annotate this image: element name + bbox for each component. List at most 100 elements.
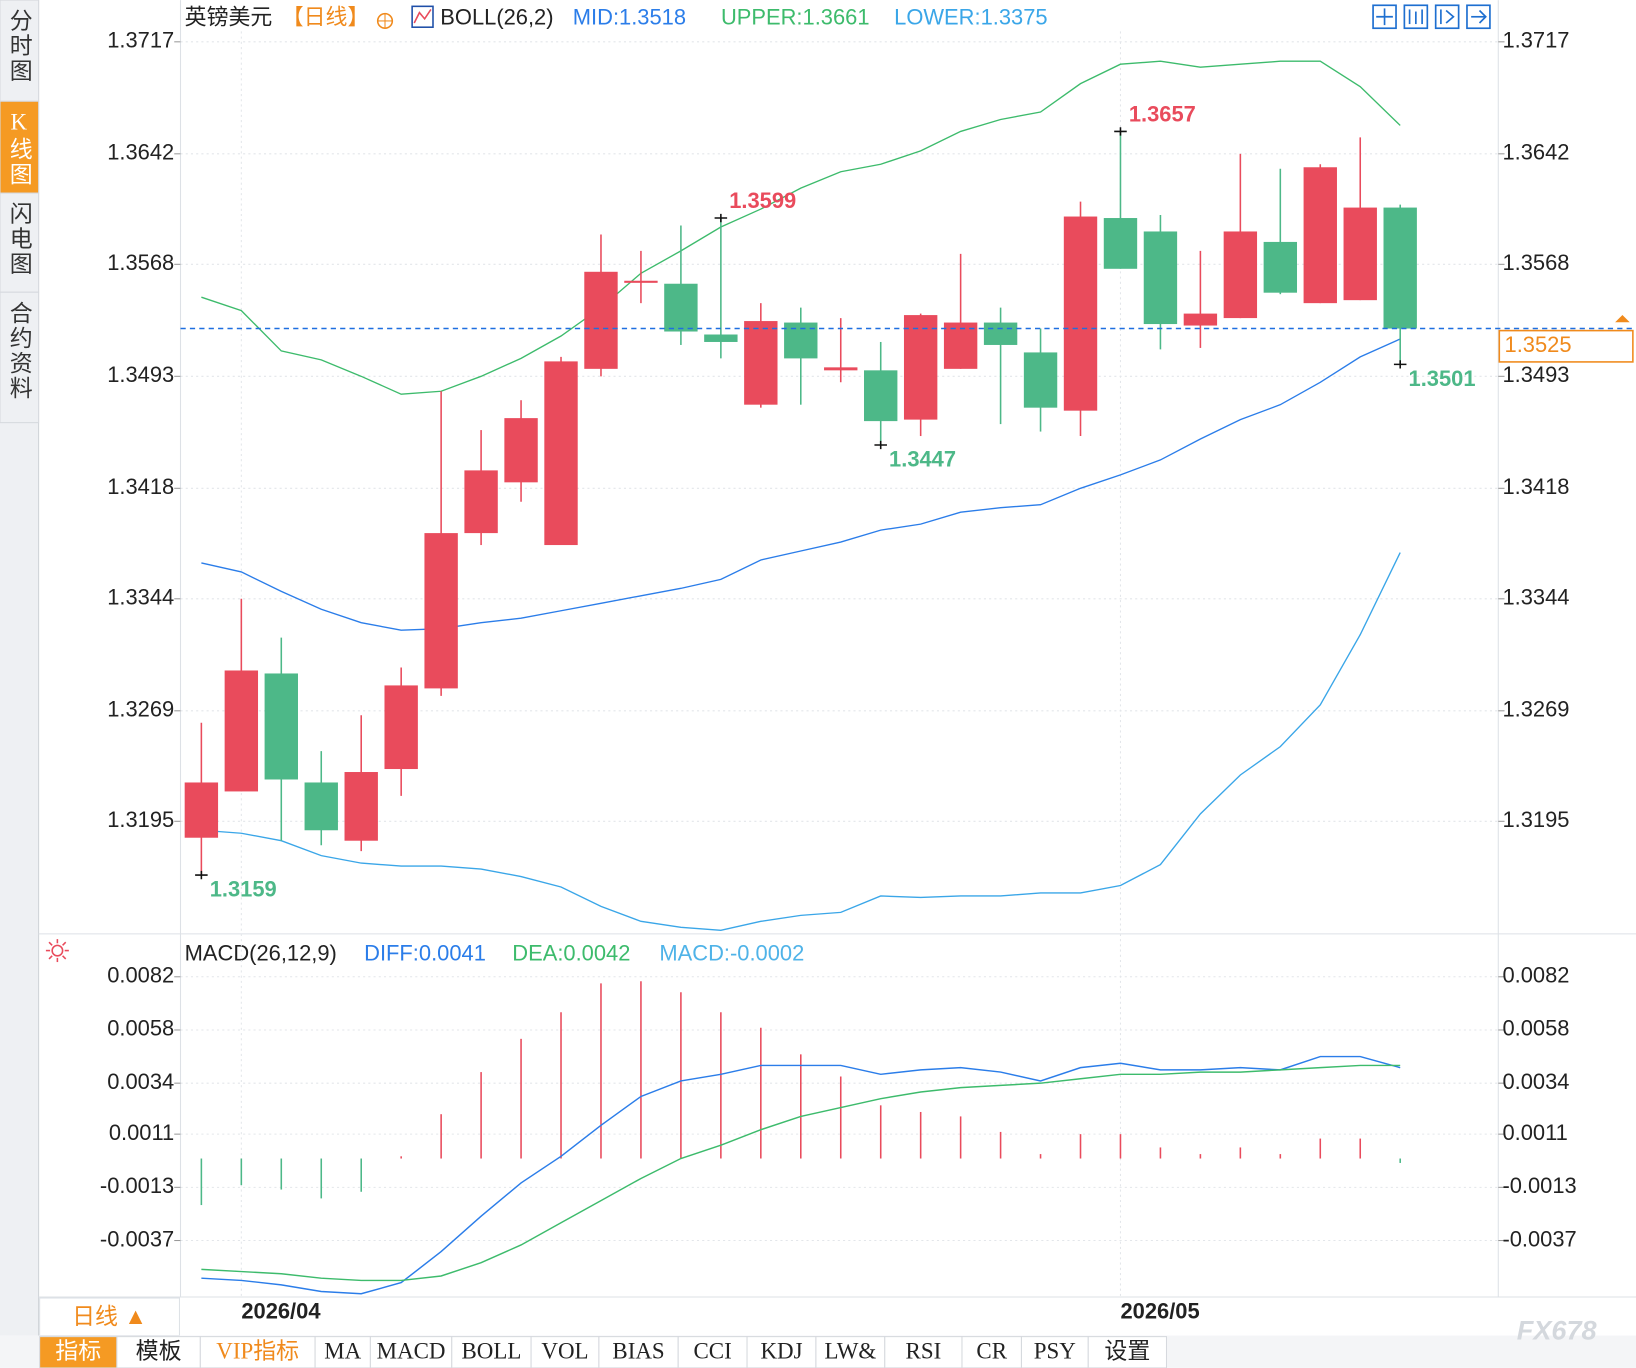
indicator-name: BOLL(26,2) <box>440 5 553 30</box>
annotation-marker <box>1393 360 1407 369</box>
annotation-label: 1.3447 <box>889 446 956 471</box>
legend-entry: MID:1.3518 <box>573 5 686 30</box>
sidebar-tab[interactable]: 闪电图 <box>6 201 31 276</box>
toolbar-item[interactable]: MA <box>324 1339 361 1364</box>
boll-line <box>201 338 1401 631</box>
candle-body <box>943 322 978 369</box>
annotation-label: 1.3159 <box>210 876 277 901</box>
toolbar-item[interactable]: PSY <box>1034 1339 1076 1364</box>
sidebar-tab[interactable]: K线图 <box>6 110 31 187</box>
toolbar-item[interactable]: 指标 <box>55 1339 101 1364</box>
last-price-label: 1.3525 <box>1505 332 1572 357</box>
y-tick-label: 1.3344 <box>1502 585 1569 610</box>
y-tick-label: -0.0013 <box>100 1173 174 1198</box>
toolbar-item-bg[interactable] <box>39 1336 118 1368</box>
toolbar-item-bg[interactable] <box>369 1336 453 1368</box>
sidebar-tab[interactable]: 分时图 <box>6 8 31 83</box>
candle-body <box>1263 241 1298 293</box>
annotation-label: 1.3501 <box>1409 366 1476 391</box>
candle-body <box>304 782 338 831</box>
candle-body <box>584 271 618 369</box>
toolbar-item[interactable]: RSI <box>906 1339 942 1364</box>
toolbar-item-bg[interactable] <box>530 1336 600 1368</box>
macd-icon[interactable] <box>45 939 69 963</box>
candle-body <box>184 782 219 838</box>
candle-body <box>1023 352 1058 408</box>
candle-body <box>624 280 658 283</box>
sidebar-tab-bg[interactable] <box>0 100 40 194</box>
period-button[interactable]: 日线 ▲ <box>72 1303 147 1329</box>
crosshair-icon[interactable] <box>376 12 394 30</box>
toolbar-item[interactable]: VOL <box>541 1339 588 1364</box>
x-tick-label: 2026/05 <box>1120 1298 1199 1323</box>
candle-body <box>903 315 938 420</box>
toolbar-item[interactable]: BIAS <box>612 1339 664 1364</box>
y-tick-label: 1.3418 <box>1502 474 1569 499</box>
y-tick-label: 1.3344 <box>107 585 174 610</box>
toolbar-item-bg[interactable] <box>815 1336 886 1368</box>
sidebar-tab-bg[interactable] <box>0 0 40 102</box>
candle-body <box>264 673 298 780</box>
y-tick-label: 0.0082 <box>107 963 174 988</box>
candle-body <box>1343 207 1377 301</box>
period-button-box[interactable] <box>39 1297 180 1337</box>
candle-body <box>1183 313 1218 326</box>
toolbar-icons[interactable] <box>1372 4 1491 30</box>
toolbar-item[interactable]: CCI <box>693 1339 731 1364</box>
candle-body <box>1383 207 1417 329</box>
toolbar-item-bg[interactable] <box>677 1336 748 1368</box>
toolbar-item[interactable]: MACD <box>377 1339 446 1364</box>
candle-body <box>464 470 498 534</box>
y-tick-label: 1.3568 <box>1502 250 1569 275</box>
sidebar-tab[interactable]: 合约资料 <box>6 301 32 401</box>
toolbar-item[interactable]: 设置 <box>1104 1339 1150 1364</box>
boll-icon[interactable] <box>411 5 434 28</box>
macd-title: MACD(26,12,9) <box>185 941 337 966</box>
candle-body <box>744 321 778 405</box>
candle-body <box>344 772 378 841</box>
legend-entry: MACD:-0.0002 <box>659 941 804 966</box>
legend-entry: DIFF:0.0041 <box>364 941 486 966</box>
y-tick-label: -0.0037 <box>1502 1226 1576 1251</box>
toolbar-item-bg[interactable] <box>1087 1336 1168 1368</box>
y-tick-label: 1.3195 <box>1502 807 1569 832</box>
toolbar-item[interactable]: CR <box>976 1339 1007 1364</box>
y-tick-label: 0.0058 <box>1502 1016 1569 1041</box>
annotation-label: 1.3599 <box>729 188 796 213</box>
annotation-marker <box>195 870 208 880</box>
macd-line <box>201 1064 1401 1282</box>
boll-line <box>201 60 1401 395</box>
candle-body <box>424 533 458 689</box>
legend-entry: LOWER:1.3375 <box>894 5 1047 30</box>
candle-body <box>1143 231 1178 325</box>
y-tick-label: -0.0013 <box>1502 1173 1576 1198</box>
candle-body <box>1303 167 1337 304</box>
y-tick-label: -0.0037 <box>100 1226 174 1251</box>
candle-body <box>704 334 738 342</box>
legend-entry: UPPER:1.3661 <box>721 5 870 30</box>
toolbar-item[interactable]: 模板 <box>136 1339 182 1364</box>
toolbar-item[interactable]: KDJ <box>760 1339 802 1364</box>
y-tick-label: 0.0034 <box>1502 1069 1569 1094</box>
boll-line <box>201 552 1401 931</box>
toolbar-item-bg[interactable] <box>199 1336 316 1368</box>
annotation-marker <box>1114 127 1127 136</box>
y-tick-label: 1.3642 <box>107 140 174 165</box>
toolbar-item[interactable]: BOLL <box>461 1339 521 1364</box>
toolbar-item-bg[interactable] <box>884 1336 963 1368</box>
toolbar-item-bg[interactable] <box>314 1336 371 1368</box>
toolbar-item-bg[interactable] <box>598 1336 679 1368</box>
toolbar-item[interactable]: VIP指标 <box>216 1339 299 1364</box>
toolbar-item-bg[interactable] <box>116 1336 201 1368</box>
candle-body <box>1103 218 1138 269</box>
y-tick-label: 1.3418 <box>107 474 174 499</box>
candle-body <box>864 370 898 422</box>
y-tick-label: 1.3269 <box>1502 697 1569 722</box>
y-tick-label: 1.3717 <box>107 28 174 53</box>
period[interactable]: 【日线】 <box>282 5 370 30</box>
toolbar-item[interactable]: LW& <box>824 1339 876 1364</box>
sidebar-tab-bg[interactable] <box>0 291 40 424</box>
toolbar-item-bg[interactable] <box>746 1336 817 1368</box>
candle-body <box>983 322 1018 345</box>
